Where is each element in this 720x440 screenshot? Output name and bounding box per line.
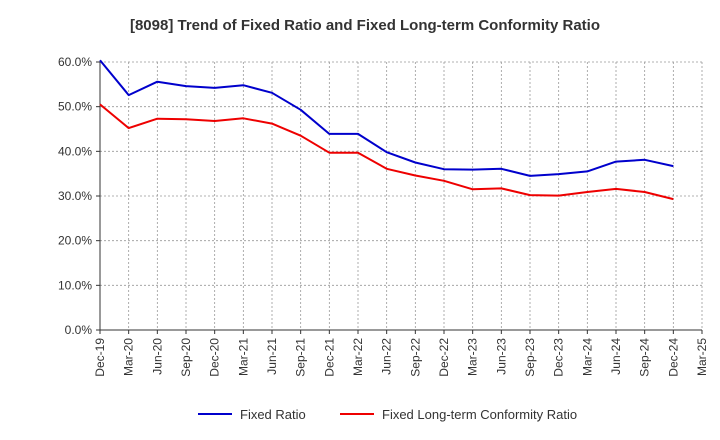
x-tick-label: Jun-20: [150, 338, 164, 375]
x-tick-label: Mar-25: [695, 338, 709, 376]
x-tick-label: Jun-22: [380, 338, 394, 375]
x-tick-label: Dec-24: [666, 338, 680, 377]
axes: 0.0% 10.0% 20.0% 30.0% 40.0% 50.0% 60.0% Dec-19…: [58, 55, 709, 377]
y-tick-label: 0.0%: [65, 323, 93, 337]
legend-label-1: Fixed Ratio: [240, 407, 306, 422]
x-tick-label: Jun-21: [265, 338, 279, 375]
series-line-1: [99, 59, 674, 177]
x-tick-label: Mar-22: [351, 338, 365, 376]
x-tick-label: Mar-21: [236, 338, 250, 376]
x-tick-label: Mar-24: [580, 338, 594, 376]
x-tick-label: Dec-22: [437, 338, 451, 377]
x-tick-label: Sep-22: [408, 338, 422, 377]
x-tick-label: Sep-20: [179, 338, 193, 377]
x-tick-label: Sep-24: [638, 338, 652, 377]
x-tick-label: Sep-23: [523, 338, 537, 377]
x-tick-label: Dec-19: [93, 338, 107, 377]
y-tick-label: 30.0%: [58, 189, 92, 203]
x-tick-label: Jun-24: [609, 338, 623, 375]
x-tick-label: Dec-23: [552, 338, 566, 377]
x-tick-label: Dec-21: [322, 338, 336, 377]
series-line-2: [99, 103, 674, 201]
x-tick-label: Mar-23: [466, 338, 480, 376]
x-tick-label: Sep-21: [294, 338, 308, 377]
y-tick-label: 60.0%: [58, 55, 92, 69]
y-tick-label: 40.0%: [58, 144, 92, 158]
y-tick-label: 20.0%: [58, 234, 92, 248]
x-tick-label: Jun-23: [494, 338, 508, 375]
series-lines: [99, 59, 674, 201]
y-tick-label: 50.0%: [58, 100, 92, 114]
x-tick-label: Mar-20: [122, 338, 136, 376]
legend-label-2: Fixed Long-term Conformity Ratio: [382, 407, 577, 422]
y-tick-label: 10.0%: [58, 278, 92, 292]
legend: Fixed Ratio Fixed Long-term Conformity Ra…: [198, 407, 577, 422]
x-tick-label: Dec-20: [208, 338, 222, 377]
chart-title: [8098] Trend of Fixed Ratio and Fixed Lo…: [130, 17, 600, 34]
grid: [100, 61, 703, 330]
